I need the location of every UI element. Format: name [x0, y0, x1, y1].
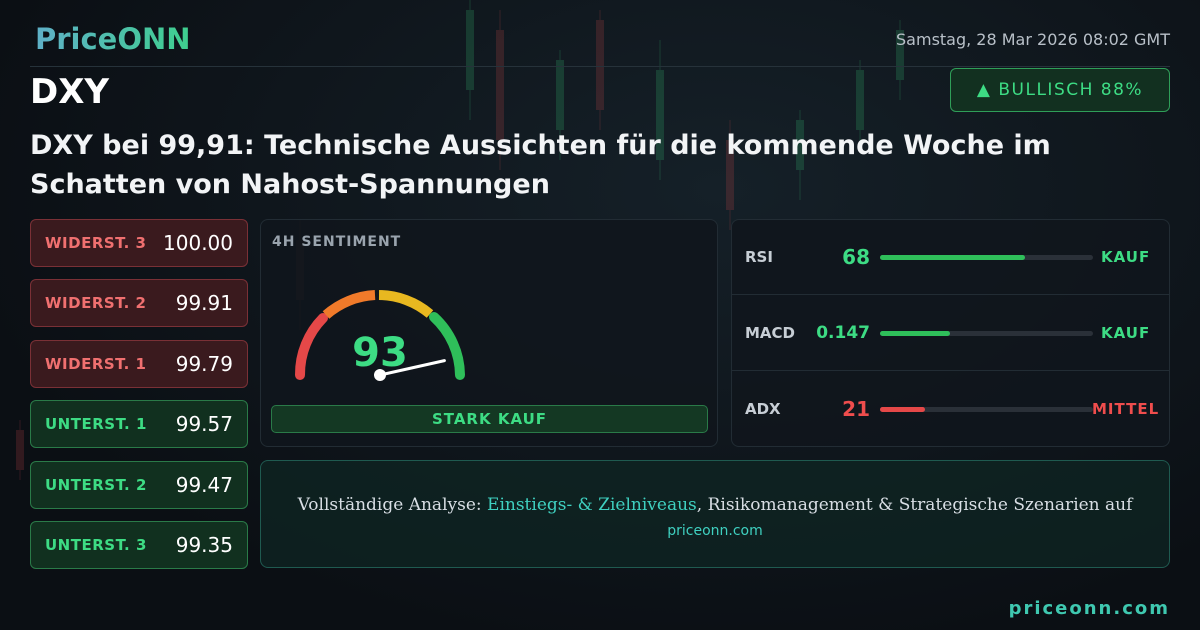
logo: PriceONN [35, 22, 191, 56]
cta-before: Vollständige Analyse: [297, 495, 482, 515]
level-value: 99.57 [175, 412, 233, 437]
indicator-name: ADX [745, 400, 781, 418]
level-label: WIDERST. 1 [45, 354, 147, 373]
level: UNTERST. 1 99.57 [30, 400, 248, 449]
level-label: UNTERST. 1 [45, 415, 147, 434]
level-value: 99.91 [175, 291, 233, 316]
level-label: WIDERST. 3 [45, 234, 147, 252]
indicator-row: RSI 68 KAUF [731, 219, 1170, 295]
indicator-track [880, 255, 1093, 260]
footer-url[interactable]: priceonn.com [1008, 598, 1170, 619]
level: WIDERST. 1 99.79 [30, 339, 248, 388]
level: WIDERST. 3 100.00 [30, 219, 248, 267]
indicator-name: RSI [745, 248, 773, 266]
level: WIDERST. 2 99.91 [30, 279, 248, 328]
level-label: UNTERST. 2 [45, 475, 147, 494]
gauge-hub [374, 369, 386, 381]
cta-highlight: Einstiegs- & Zielniveaus [487, 495, 697, 515]
indicator-signal: MITTEL [1092, 400, 1160, 418]
level: UNTERST. 3 99.35 [30, 521, 248, 569]
cta-text: Vollständige Analyse: Einstiegs- & Zieln… [261, 495, 1169, 515]
date: Samstag, 28 Mar 2026 08:02 GMT [896, 30, 1170, 49]
level: UNTERST. 2 99.47 [30, 460, 248, 509]
sentiment-label: 4H SENTIMENT [272, 234, 402, 250]
level-value: 99.35 [175, 533, 233, 557]
indicator-row: ADX 21 MITTEL [731, 371, 1170, 447]
gauge-needle [378, 359, 446, 377]
indicator-value: 68 [842, 245, 870, 269]
symbol: DXY [30, 72, 110, 112]
level-value: 100.00 [163, 231, 233, 255]
indicator-fill [880, 407, 925, 412]
cta-link[interactable]: priceonn.com [667, 523, 763, 539]
level-label: UNTERST. 3 [45, 536, 147, 554]
indicator-signal: KAUF [1101, 248, 1151, 266]
indicator-track [880, 407, 1093, 412]
cta-after: , Risikomanagement & Strategische Szenar… [696, 495, 1133, 515]
headline: Schatten von Nahost-Spannungen [30, 169, 550, 200]
indicator-fill [880, 255, 1025, 260]
indicator-track [880, 331, 1093, 336]
cta-panel: Vollständige Analyse: Einstiegs- & Zieln… [260, 460, 1170, 568]
indicator-fill [880, 331, 950, 336]
indicator-value: 0.147 [816, 323, 870, 343]
indicator-name: MACD [745, 324, 795, 342]
level-value: 99.47 [175, 472, 233, 497]
indicator-row: MACD 0.147 KAUF [731, 295, 1170, 371]
divider [30, 66, 1170, 67]
headline: DXY bei 99,91: Technische Aussichten für… [30, 130, 1051, 161]
level-value: 99.79 [175, 351, 233, 376]
sentiment-signal: STARK KAUF [271, 405, 708, 433]
indicator-signal: KAUF [1101, 324, 1151, 342]
indicator-value: 21 [842, 397, 870, 421]
sentiment-badge: ▲ BULLISCH 88% [950, 68, 1170, 112]
sentiment-score: 93 [352, 330, 408, 376]
level-label: WIDERST. 2 [45, 294, 147, 313]
